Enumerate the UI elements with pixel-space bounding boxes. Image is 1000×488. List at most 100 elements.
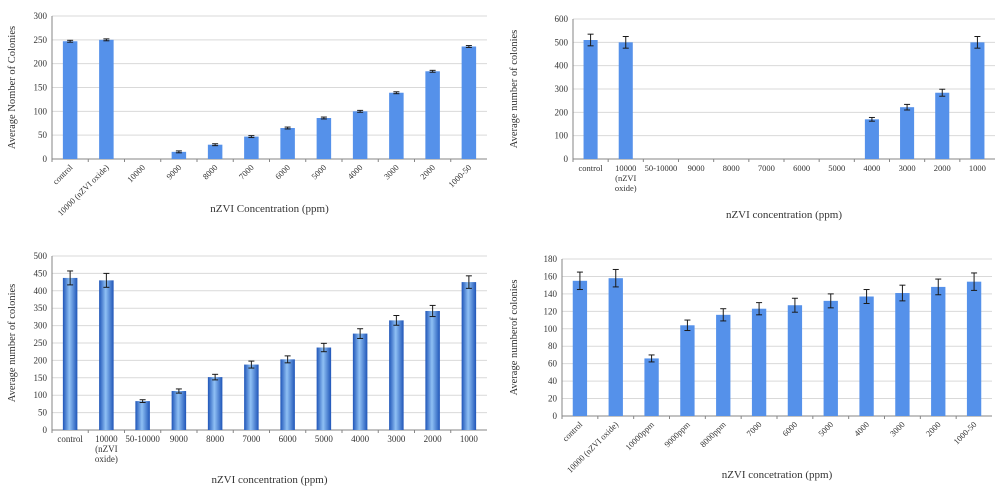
x-tick-label: 5000 <box>309 162 328 181</box>
x-tick-label: 7000 <box>744 419 763 438</box>
bar <box>618 42 633 160</box>
bar <box>900 107 915 159</box>
x-tick-label: 10000 <box>125 162 147 184</box>
y-tick-label: 100 <box>34 390 48 400</box>
bar <box>207 377 223 430</box>
x-tick-label: 10000 (nZVI oxide) <box>95 434 118 464</box>
x-tick-label: 4000 <box>852 419 871 438</box>
bar <box>680 325 695 416</box>
x-tick-label: 4000 <box>345 162 364 181</box>
y-tick-label: 100 <box>544 324 558 334</box>
x-tick-label: 1000 <box>460 434 479 444</box>
chart-colonies-concentration-3: 0 50 100 150 200 250 300 350 400 450 500 control 100… <box>7 251 487 486</box>
x-tick-label: 2000 <box>418 162 437 181</box>
bar <box>99 280 114 430</box>
x-tick-label: 6000 <box>780 419 799 438</box>
y-tick-label: 120 <box>544 306 558 316</box>
bar <box>859 296 874 416</box>
y-axis-title: Average numberof colonies <box>509 280 520 396</box>
bar <box>99 39 114 160</box>
bar <box>280 128 295 159</box>
y-tick-label: 80 <box>548 341 558 351</box>
x-tick-label: 4000 <box>351 434 370 444</box>
y-tick-label: 250 <box>34 35 48 45</box>
bar <box>389 92 404 159</box>
bar <box>751 308 767 416</box>
x-tick-label: 8000 <box>206 434 225 444</box>
y-tick-label: 300 <box>555 84 569 94</box>
x-tick-label: control <box>50 162 75 187</box>
chart-colonies-concentration-2: 0 100 200 300 400 500 600 control 10000 (nZVI oxid… <box>509 14 995 221</box>
y-tick-label: 150 <box>34 83 48 93</box>
x-tick-label: 10000ppm <box>623 419 656 452</box>
x-axis-title: nZVI concentration (ppm) <box>211 474 327 486</box>
x-tick-label: 3000 <box>888 419 907 438</box>
x-tick-label: 3000 <box>899 163 916 173</box>
y-axis-title: Average number of colonies <box>7 284 18 402</box>
bar <box>935 92 950 159</box>
y-tick-label: 300 <box>34 321 48 331</box>
x-tick-label: 8000 <box>723 163 740 173</box>
bar <box>716 314 731 416</box>
y-tick-label: 500 <box>34 251 48 261</box>
x-tick-label: 3000 <box>382 162 401 181</box>
x-tick-label: 2000 <box>424 434 443 444</box>
y-tick-label: 50 <box>38 130 48 140</box>
x-tick-label: 3000 <box>387 434 406 444</box>
y-tick-label: 0 <box>43 425 48 435</box>
bar <box>572 280 588 416</box>
x-tick-label: 9000 <box>688 163 705 173</box>
bar <box>425 71 440 159</box>
bar <box>931 286 946 416</box>
bar <box>864 119 879 159</box>
bar <box>244 364 259 430</box>
y-axis-title: Average number of colonies <box>509 30 520 148</box>
x-tick-label: 1000 <box>969 163 986 173</box>
x-tick-label: 9000 <box>170 434 189 444</box>
x-tick-label: 50-10000 <box>125 434 160 444</box>
x-tick-label: 5000 <box>315 434 334 444</box>
bar <box>389 320 404 430</box>
x-axis-title: nZVI concentration (ppm) <box>726 209 842 221</box>
bar <box>583 40 598 159</box>
x-tick-label: 5000 <box>816 419 835 438</box>
bar <box>787 305 803 416</box>
y-tick-label: 0 <box>564 154 569 164</box>
x-tick-label: 50-10000 <box>645 163 678 173</box>
x-tick-label: 9000ppm <box>662 419 692 449</box>
y-tick-label: 100 <box>34 106 48 116</box>
bar <box>895 293 910 416</box>
y-axis-title: Average Nomber of Colonies <box>7 26 18 149</box>
bar <box>207 144 223 159</box>
y-tick-label: 500 <box>555 37 569 47</box>
bar <box>352 333 368 430</box>
bar <box>461 46 477 159</box>
y-tick-label: 200 <box>34 59 48 69</box>
bar <box>62 277 78 430</box>
y-tick-label: 250 <box>34 338 48 348</box>
y-tick-label: 600 <box>555 14 569 24</box>
x-tick-label: 6000 <box>793 163 810 173</box>
y-tick-label: 150 <box>34 373 48 383</box>
y-tick-label: 160 <box>544 271 558 281</box>
x-tick-label: 8000 <box>200 162 219 181</box>
bar <box>970 42 985 160</box>
y-tick-label: 400 <box>555 61 569 71</box>
bar <box>171 151 187 159</box>
bar <box>316 347 332 430</box>
x-tick-label: 2000 <box>934 163 951 173</box>
x-axis-title: nZVI concetration (ppm) <box>722 469 833 481</box>
x-tick-label: 10000 (nZVI oxide) <box>615 163 637 193</box>
x-tick-label: 1000-50 <box>446 162 473 189</box>
y-tick-label: 300 <box>34 11 48 21</box>
x-tick-label: control <box>57 434 83 444</box>
bar <box>608 278 623 416</box>
x-tick-label: 7000 <box>237 162 256 181</box>
bar <box>171 391 187 430</box>
x-tick-label: 6000 <box>279 434 298 444</box>
y-tick-label: 200 <box>555 107 569 117</box>
x-tick-label: 2000 <box>924 419 943 438</box>
y-tick-label: 400 <box>34 286 48 296</box>
